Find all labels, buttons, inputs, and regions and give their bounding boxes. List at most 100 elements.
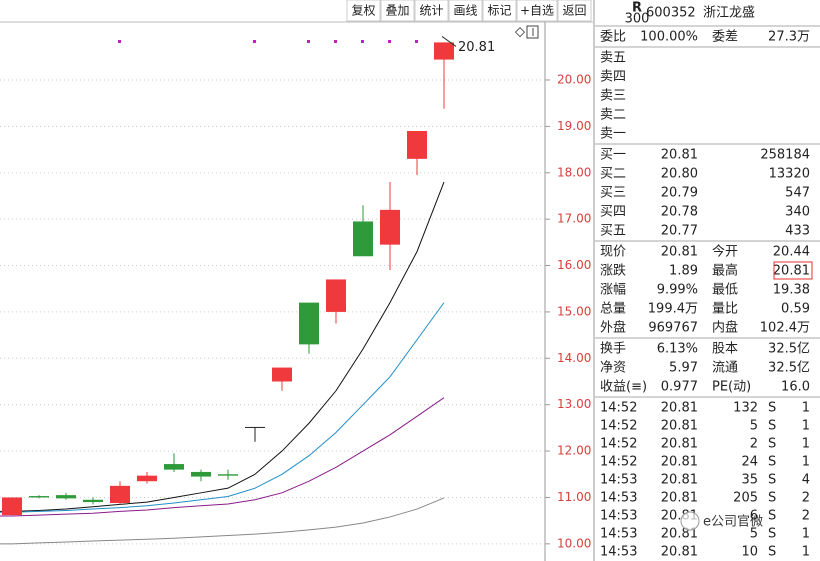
candle-body (164, 464, 184, 470)
trade-volume: 24 (741, 455, 758, 470)
trade-count: 1 (802, 527, 810, 542)
value: 20.81 (773, 264, 810, 279)
high-annotation: 20.81 (458, 40, 495, 55)
candle-body (299, 302, 319, 345)
panel-toggle[interactable] (526, 25, 539, 39)
bid-label: 买五 (600, 224, 626, 239)
candle-body (29, 496, 49, 498)
trade-count: 4 (802, 473, 810, 488)
toolbar-label[interactable]: 标记 (487, 4, 511, 18)
label: 总量 (600, 302, 626, 317)
trade-volume: 5 (750, 419, 758, 434)
trade-time: 14:53 (600, 509, 637, 524)
moving-average (0, 302, 445, 513)
value: 0.59 (781, 302, 810, 317)
trade-side: S (768, 419, 776, 434)
bid-label: 买四 (600, 205, 626, 220)
trade-count: 2 (802, 509, 810, 524)
toolbar-button[interactable] (414, 0, 449, 22)
trade-volume: 6 (750, 509, 758, 524)
trade-time: 14:53 (600, 473, 637, 488)
label: PE(动) (712, 380, 751, 395)
annotation-arrow (441, 36, 457, 47)
label: 流通 (712, 361, 738, 376)
label: 今开 (712, 244, 738, 260)
value: 102.4万 (760, 321, 810, 336)
toolbar-button[interactable] (346, 0, 381, 22)
bid-price: 20.77 (661, 224, 698, 239)
trade-count: 2 (802, 491, 810, 506)
toolbar-button[interactable] (516, 0, 558, 22)
value: 9.99% (657, 283, 698, 298)
moving-average (0, 497, 445, 545)
toolbar-label[interactable]: +自选 (520, 4, 554, 18)
ask-label: 卖二 (600, 108, 626, 123)
value: 1.89 (669, 264, 698, 279)
label: 换手 (600, 342, 626, 357)
watermark: e公司官微 (703, 514, 763, 530)
trade-side: S (768, 527, 776, 542)
toolbar-label[interactable]: 画线 (453, 4, 477, 18)
candle-body (218, 474, 238, 476)
ask-label: 卖五 (600, 51, 626, 66)
toolbar-button[interactable] (380, 0, 415, 22)
y-tick-label: 12.00 (557, 444, 591, 458)
trade-price: 20.81 (661, 491, 698, 506)
toolbar-button[interactable] (448, 0, 483, 22)
value: 27.3万 (768, 30, 810, 45)
candle-body (191, 471, 211, 477)
candle-body (245, 426, 265, 428)
toolbar-label[interactable]: 返回 (562, 4, 586, 18)
value: 20.81 (661, 245, 698, 260)
trade-volume: 5 (750, 527, 758, 542)
bid-volume: 258184 (760, 148, 810, 163)
label: 净资 (600, 361, 626, 376)
candle-body (83, 499, 103, 503)
trade-side: S (768, 545, 776, 560)
y-tick-label: 19.00 (557, 119, 591, 133)
trade-count: 1 (802, 437, 810, 452)
trade-count: 1 (802, 455, 810, 470)
trade-time: 14:52 (600, 401, 637, 416)
label: 内盘 (712, 320, 738, 336)
trade-count: 1 (802, 401, 810, 416)
trade-price: 20.81 (661, 419, 698, 434)
trade-price: 20.81 (661, 401, 698, 416)
bid-volume: 13320 (769, 167, 810, 182)
candle-body (56, 495, 76, 499)
label: 涨跌 (600, 263, 626, 279)
bid-price: 20.79 (661, 186, 698, 201)
bid-volume: 547 (785, 186, 810, 201)
label: 股本 (712, 342, 738, 357)
y-tick-label: 16.00 (557, 258, 591, 272)
diamond-icon[interactable]: ◇ (515, 25, 525, 40)
bid-volume: 433 (785, 224, 810, 239)
y-tick-label: 17.00 (557, 212, 591, 226)
value: 100.00% (640, 30, 698, 45)
toolbar-label[interactable]: 统计 (419, 4, 443, 18)
label: 涨幅 (600, 283, 626, 298)
moving-average (0, 397, 445, 517)
toolbar-button[interactable] (557, 0, 592, 22)
y-tick-label: 13.00 (557, 397, 591, 411)
candle-body (2, 497, 22, 516)
trade-volume: 205 (733, 491, 758, 506)
label: 最高 (712, 263, 738, 279)
stock-code: 600352 (646, 6, 696, 21)
toolbar-label[interactable]: 复权 (351, 4, 375, 18)
y-tick-label: 10.00 (557, 536, 591, 550)
label: 现价 (600, 245, 626, 260)
label: 量比 (712, 302, 738, 317)
trade-price: 20.81 (661, 437, 698, 452)
value: 6.13% (657, 342, 698, 357)
toolbar-button[interactable] (482, 0, 517, 22)
candle-body (110, 485, 130, 504)
stock-name: 浙江龙盛 (703, 6, 755, 21)
candle-body (434, 42, 454, 60)
label: 最低 (712, 283, 738, 298)
high-box (773, 261, 813, 280)
value: 16.0 (781, 380, 810, 395)
candle-body (272, 367, 292, 382)
toolbar-label[interactable]: 叠加 (385, 4, 409, 18)
